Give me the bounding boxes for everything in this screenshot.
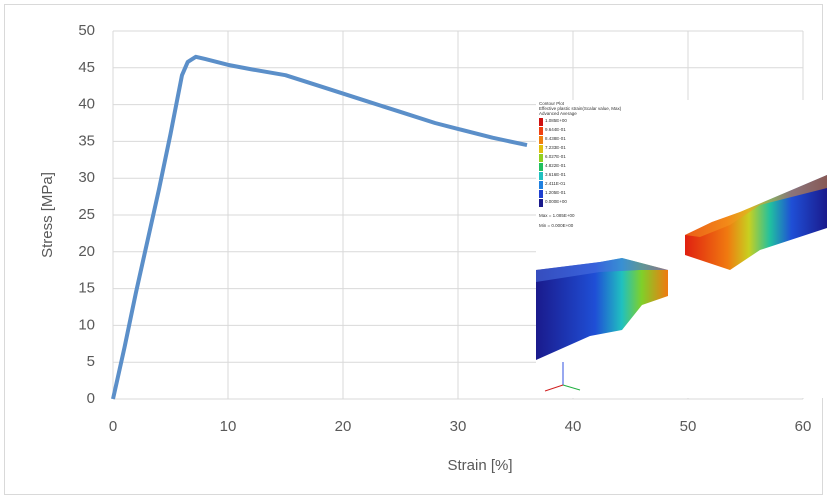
- legend-swatch: [539, 127, 543, 135]
- chart: Strain [%] Stress [MPa] 0 5 10 15 20 25 30 35 40…: [0, 0, 827, 500]
- x-tick-label: 20: [335, 418, 352, 435]
- legend-swatch: [539, 145, 543, 153]
- inset-method: Advanced Average: [539, 111, 577, 116]
- x-tick-label: 30: [450, 418, 467, 435]
- x-tick-label: 10: [220, 418, 237, 435]
- legend-label: 3.616E-01: [545, 172, 566, 177]
- legend-swatch: [539, 136, 543, 144]
- x-tick-label: 0: [109, 418, 117, 435]
- legend-label: 1.205E-01: [545, 190, 566, 195]
- legend-swatch: [539, 199, 543, 207]
- legend-swatch: [539, 172, 543, 180]
- legend-swatch: [539, 190, 543, 198]
- y-axis-label: Stress [MPa]: [39, 172, 56, 258]
- y-tick-label: 25: [78, 206, 95, 223]
- y-tick-label: 30: [78, 169, 95, 186]
- legend-swatch: [539, 118, 543, 126]
- inset-min: Min = 0.000E+00: [539, 223, 574, 228]
- contour-inset: Contour Plot Effective plastic strain(Sc…: [536, 100, 827, 398]
- inset-max: Max = 1.085E+00: [539, 213, 575, 218]
- legend-swatch: [539, 154, 543, 162]
- legend-label: 7.233E-01: [545, 145, 566, 150]
- x-tick-label: 60: [795, 418, 812, 435]
- legend-label: 4.822E-01: [545, 163, 566, 168]
- y-tick-label: 15: [78, 280, 95, 297]
- inset-background: [536, 100, 827, 398]
- legend-label: 8.438E-01: [545, 136, 566, 141]
- x-tick-label: 50: [680, 418, 697, 435]
- legend-label: 6.027E-01: [545, 154, 566, 159]
- legend-label: 0.000E+00: [545, 199, 567, 204]
- y-tick-label: 10: [78, 316, 95, 333]
- y-tick-label: 0: [87, 390, 95, 407]
- y-tick-label: 35: [78, 132, 95, 149]
- y-tick-label: 45: [78, 59, 95, 76]
- x-axis-label: Strain [%]: [447, 457, 512, 474]
- x-tick-label: 40: [565, 418, 582, 435]
- legend-label: 1.085E+00: [545, 118, 567, 123]
- legend-swatch: [539, 163, 543, 171]
- y-tick-label: 5: [87, 353, 95, 370]
- legend-swatch: [539, 181, 543, 189]
- y-tick-label: 40: [78, 96, 95, 113]
- legend-label: 2.411E-01: [545, 181, 566, 186]
- legend-label: 9.644E-01: [545, 127, 566, 132]
- y-tick-label: 50: [78, 22, 95, 39]
- y-tick-label: 20: [78, 243, 95, 260]
